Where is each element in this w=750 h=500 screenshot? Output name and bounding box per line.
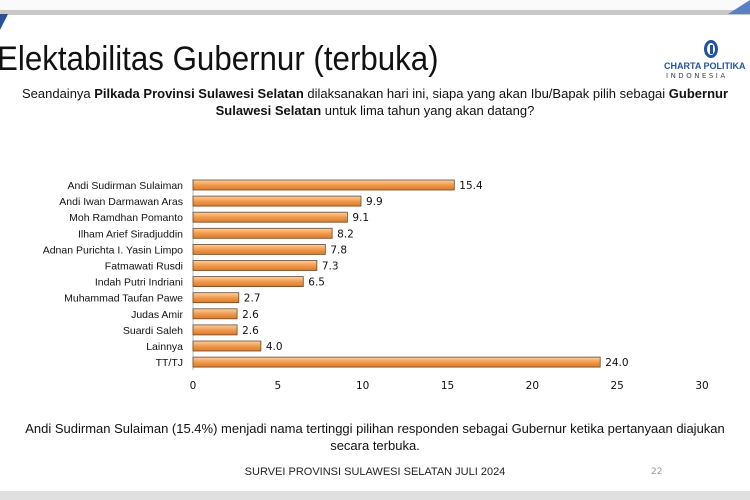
bar [192, 243, 326, 255]
survey-question: Seandainya Pilkada Provinsi Sulawesi Sel… [10, 85, 740, 119]
bar [192, 340, 262, 352]
category-label: Moh Ramdhan Pomanto [69, 212, 183, 224]
logo-subtext: INDONESIA [666, 72, 728, 80]
category-label: Adnan Purichta I. Yasin Limpo [43, 244, 183, 256]
top-divider [0, 10, 750, 15]
bottom-band [0, 491, 750, 500]
logo-mark-icon [704, 40, 718, 58]
corner-decoration [0, 14, 8, 30]
x-tick-label: 25 [610, 380, 623, 392]
value-label: 9.9 [366, 196, 383, 208]
x-tick-label: 0 [190, 380, 197, 392]
bar [192, 324, 238, 336]
question-text: untuk lima tahun yang akan datang? [321, 103, 535, 118]
logo-text: CHARTA POLITIKA [664, 61, 746, 71]
value-label: 8.2 [337, 228, 354, 240]
value-label: 24.0 [605, 357, 628, 369]
category-label: Judas Amir [131, 309, 183, 321]
value-label: 9.1 [352, 212, 369, 224]
category-label: Lainnya [146, 341, 183, 353]
category-label: Andi Iwan Darmawan Aras [59, 196, 183, 208]
value-label: 7.3 [322, 261, 339, 273]
value-label: 6.5 [308, 277, 325, 289]
value-label: 2.6 [242, 309, 259, 321]
bar [192, 211, 348, 223]
corner-decoration [728, 0, 750, 14]
value-label: 15.4 [459, 180, 483, 192]
x-tick-label: 10 [356, 380, 369, 392]
value-label: 7.8 [330, 244, 347, 256]
bar [192, 179, 455, 191]
question-bold: Pilkada Provinsi Sulawesi Selatan [94, 86, 304, 101]
page-number: 22 [651, 467, 663, 477]
bar [192, 260, 318, 271]
x-tick-label: 5 [274, 380, 281, 392]
question-text: Seandainya [21, 86, 95, 101]
survey-source: SURVEI PROVINSI SULAWESI SELATAN JULI 20… [244, 466, 506, 478]
category-label: Ilham Arief Siradjuddin [78, 228, 183, 240]
slide-title: Elektabilitas Gubernur (terbuka) [0, 40, 439, 78]
bar [192, 308, 238, 320]
bar [192, 227, 333, 239]
category-label: Andi Sudirman Sulaiman [67, 180, 183, 192]
question-text: dilaksanakan hari ini, siapa yang akan I… [303, 86, 669, 101]
x-tick-label: 15 [441, 380, 454, 392]
value-label: 2.6 [242, 325, 259, 337]
value-label: 2.7 [244, 293, 261, 305]
category-label: Suardi Saleh [123, 325, 183, 337]
bar [192, 292, 240, 304]
chart-footnote: Andi Sudirman Sulaiman (15.4%) menjadi n… [25, 421, 725, 453]
bar [192, 195, 362, 207]
category-label: Muhammad Taufan Pawe [64, 293, 183, 305]
charta-politika-logo: CHARTA POLITIKA INDONESIA [664, 40, 750, 84]
question-bold: Gubernur Sulawesi Selatan [215, 86, 729, 118]
value-label: 4.0 [266, 341, 283, 353]
bar [192, 356, 601, 368]
x-tick-label: 30 [695, 380, 708, 392]
bar [192, 276, 304, 288]
x-tick-label: 20 [526, 380, 539, 392]
category-label: TT/TJ [156, 357, 183, 369]
category-label: Indah Putri Indriani [95, 277, 183, 289]
top-band [0, 0, 750, 10]
category-label: Fatmawati Rusdi [105, 261, 183, 273]
